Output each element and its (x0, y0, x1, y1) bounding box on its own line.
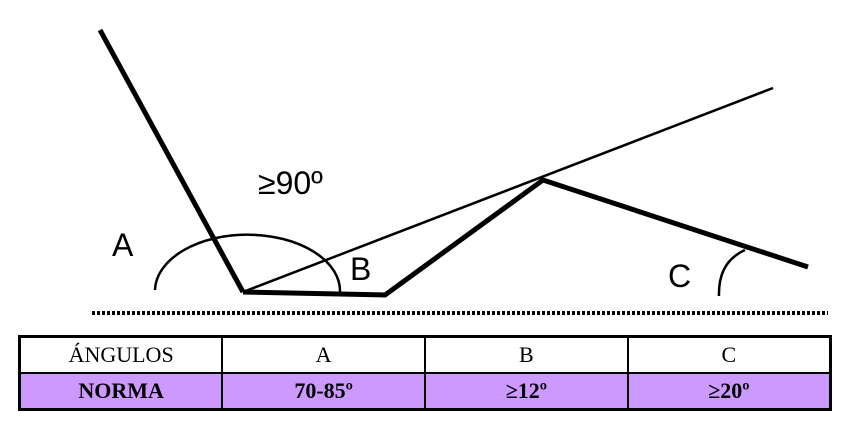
header-cell: A (221, 335, 426, 374)
arc-c (717, 248, 746, 297)
profile-line (242, 177, 809, 298)
row-cell: NORMA (18, 372, 224, 411)
label-a: A (112, 227, 134, 263)
arc-a (153, 233, 342, 293)
label-c: C (668, 258, 691, 294)
header-cell: ÁNGULOS (18, 335, 224, 374)
label-angle: ≥90º (258, 165, 323, 201)
row-cell: 70-85º (221, 372, 426, 411)
angle-diagram: A ≥90º B C (92, 28, 828, 315)
reference-line (242, 86, 774, 294)
label-b: B (350, 251, 371, 287)
leg-line-a (97, 28, 246, 294)
angles-table: ÁNGULOS A B C NORMA 70-85º ≥12º ≥20º (18, 335, 832, 411)
table-row: NORMA 70-85º ≥12º ≥20º (18, 372, 832, 411)
header-cell: B (424, 335, 629, 374)
table-header-row: ÁNGULOS A B C (18, 335, 832, 374)
row-cell: ≥12º (424, 372, 629, 411)
row-cell: ≥20º (626, 372, 832, 411)
header-cell: C (626, 335, 832, 374)
